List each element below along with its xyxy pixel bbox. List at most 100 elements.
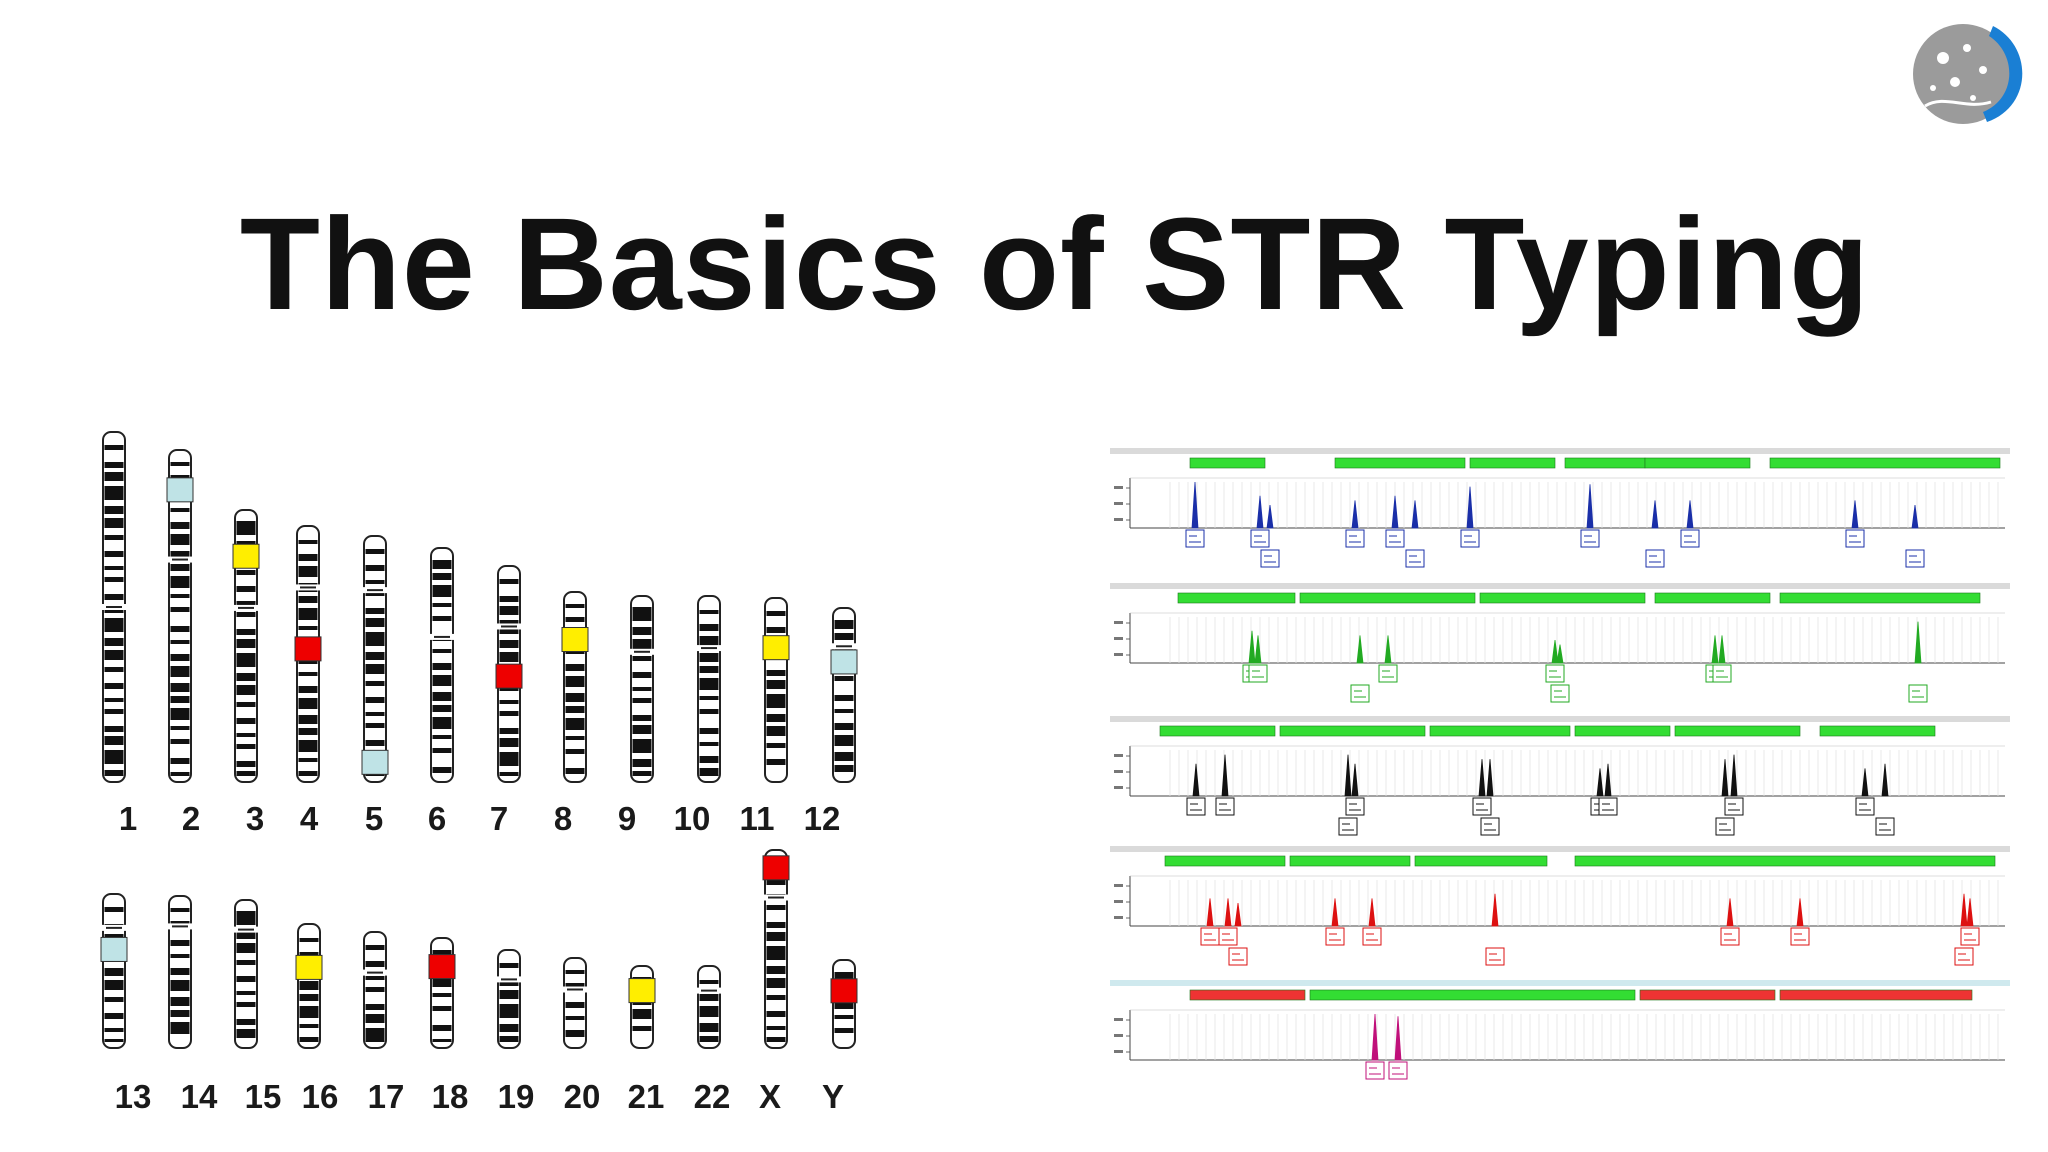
peak — [1881, 763, 1889, 797]
allele-call-box — [1550, 684, 1570, 703]
allele-call-box — [1405, 549, 1425, 568]
locus-bar — [1779, 592, 1981, 604]
locus-bar — [1674, 725, 1801, 737]
locus-bar — [1414, 855, 1548, 867]
chromosome-label: 19 — [498, 1078, 535, 1115]
allele-call-box — [1345, 797, 1365, 816]
chromosome-label: 18 — [432, 1078, 469, 1115]
allele-call-box — [1680, 529, 1700, 548]
locus-bar — [1654, 592, 1771, 604]
peak — [1384, 635, 1392, 664]
peak — [1721, 759, 1729, 797]
peak — [1596, 768, 1604, 797]
allele-call-box — [1185, 529, 1205, 548]
peak — [1796, 898, 1804, 927]
peak — [1586, 484, 1594, 529]
allele-call-box — [1365, 1061, 1385, 1080]
peak — [1351, 500, 1359, 529]
dye-panel-3 — [1110, 716, 2010, 836]
chromosome-label: 14 — [181, 1078, 218, 1115]
peak — [1234, 902, 1242, 927]
chromosome-row2-2 — [233, 899, 259, 1049]
peak — [1256, 495, 1264, 529]
chromosome-label: Y — [822, 1078, 844, 1115]
peak — [1206, 898, 1214, 927]
peak — [1711, 635, 1719, 664]
peak — [1344, 754, 1352, 797]
str-electropherogram — [1110, 448, 2010, 1080]
chromosome-row2-6 — [496, 949, 522, 1049]
peak — [1911, 504, 1919, 529]
locus-bar — [1644, 457, 1751, 469]
chromosome-label: 4 — [300, 800, 319, 837]
peak — [1486, 759, 1494, 797]
locus-bar — [1159, 725, 1276, 737]
dye-panel-4 — [1110, 846, 2010, 966]
chromosome-label: 17 — [368, 1078, 405, 1115]
chromosome-row2-7 — [562, 957, 588, 1049]
dye-panel-5 — [1110, 980, 2010, 1080]
peak — [1851, 500, 1859, 529]
chromosome-label: 20 — [564, 1078, 601, 1115]
allele-call-box — [1200, 927, 1220, 946]
locus-bar — [1639, 989, 1776, 1001]
peak — [1726, 898, 1734, 927]
chromosome-label: 9 — [618, 800, 636, 837]
chromosome-row2-10 — [762, 849, 790, 1049]
chromosome-label: 8 — [554, 800, 572, 837]
allele-call-box — [1485, 947, 1505, 966]
allele-call-box — [1845, 529, 1865, 548]
peak — [1254, 635, 1262, 664]
peak — [1371, 1013, 1379, 1061]
locus-bar — [1779, 989, 1973, 1001]
chromosome-row2-9 — [696, 965, 722, 1049]
allele-call-box — [1598, 797, 1618, 816]
chromosome-row1-0 — [101, 431, 127, 783]
chromosome-row1-10 — [762, 597, 790, 783]
allele-call-box — [1472, 797, 1492, 816]
chromosome-row1-5 — [429, 547, 455, 783]
allele-call-box — [1855, 797, 1875, 816]
allele-call-box — [1260, 549, 1280, 568]
slide-title: The Basics of STR Typing — [239, 190, 1871, 337]
chromosome-row1-9 — [696, 595, 722, 783]
allele-call-box — [1724, 797, 1744, 816]
locus-bar — [1289, 855, 1411, 867]
chromosome-label: 15 — [245, 1078, 282, 1115]
peak — [1491, 893, 1499, 927]
allele-call-box — [1362, 927, 1382, 946]
chromosome-label: 6 — [428, 800, 446, 837]
dye-panel-2 — [1110, 583, 2010, 703]
peak — [1960, 893, 1968, 927]
allele-call-box — [1720, 927, 1740, 946]
chromosome-row1-3 — [294, 525, 322, 783]
chromosome-row1-7 — [561, 591, 589, 783]
peak — [1730, 754, 1738, 797]
peak — [1686, 500, 1694, 529]
chromosome-label: 13 — [115, 1078, 152, 1115]
locus-bar — [1819, 725, 1936, 737]
peak — [1551, 639, 1559, 664]
allele-call-box — [1388, 1061, 1408, 1080]
peak — [1604, 763, 1612, 797]
locus-bar — [1574, 725, 1671, 737]
chromosome-label: 11 — [740, 800, 775, 837]
allele-call-box — [1908, 684, 1928, 703]
peak — [1556, 644, 1564, 664]
allele-call-box — [1215, 797, 1235, 816]
peak — [1331, 898, 1339, 927]
locus-bar — [1299, 592, 1476, 604]
peak — [1224, 898, 1232, 927]
locus-bar — [1469, 457, 1556, 469]
allele-call-box — [1905, 549, 1925, 568]
peak — [1478, 759, 1486, 797]
chromosome-label: 10 — [674, 800, 711, 837]
allele-call-box — [1248, 664, 1268, 683]
allele-call-box — [1960, 927, 1980, 946]
peak — [1351, 763, 1359, 797]
peak — [1266, 504, 1274, 529]
dye-panel-1 — [1110, 448, 2010, 568]
locus-bar — [1564, 457, 1646, 469]
allele-call-box — [1218, 927, 1238, 946]
